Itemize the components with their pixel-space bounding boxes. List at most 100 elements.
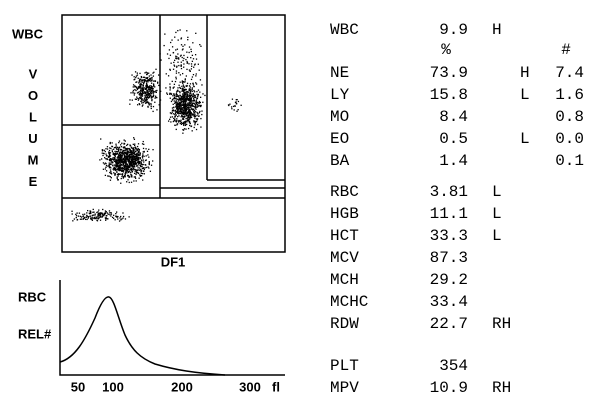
dot	[148, 92, 150, 95]
dot	[133, 162, 135, 164]
dot	[144, 164, 146, 166]
dot	[140, 83, 142, 86]
dot	[140, 163, 142, 165]
dot	[128, 155, 130, 157]
dot	[156, 109, 158, 111]
dot	[183, 66, 185, 68]
dot	[192, 92, 194, 95]
dot	[141, 92, 144, 94]
dot	[138, 80, 140, 82]
dot	[131, 99, 133, 101]
dot	[177, 121, 180, 123]
dot	[125, 152, 127, 155]
dot	[190, 112, 192, 115]
dot	[183, 118, 185, 120]
dot	[145, 87, 148, 89]
dot	[173, 96, 176, 98]
dot	[182, 94, 184, 97]
dot	[107, 155, 110, 157]
dot	[152, 94, 155, 97]
dot	[180, 61, 182, 63]
dot	[108, 166, 111, 168]
dot	[135, 172, 137, 174]
dot	[179, 90, 181, 93]
dot	[163, 44, 165, 47]
dot	[185, 95, 187, 97]
dot	[147, 93, 149, 95]
dot	[182, 95, 185, 97]
dot	[186, 123, 188, 126]
dot	[122, 212, 124, 214]
dot	[152, 110, 154, 113]
dot	[133, 180, 135, 182]
dot	[102, 168, 105, 170]
dot	[131, 151, 133, 154]
dot	[179, 55, 182, 57]
dot	[137, 87, 139, 89]
dot	[121, 161, 124, 164]
dot	[110, 147, 112, 150]
dot	[139, 157, 141, 159]
dot	[193, 108, 195, 110]
dot	[177, 110, 179, 112]
hist-tick-label: fl	[272, 379, 280, 394]
dot	[132, 91, 134, 93]
dot	[190, 90, 192, 92]
dot	[189, 111, 192, 113]
dot	[138, 87, 140, 89]
dot	[132, 143, 134, 145]
dot	[152, 92, 155, 94]
dot	[118, 155, 120, 158]
param-name: MCH	[330, 271, 359, 289]
dot	[101, 215, 104, 217]
dot	[167, 120, 170, 122]
dot	[117, 169, 120, 171]
dot	[153, 84, 155, 86]
dot	[142, 163, 144, 166]
dot	[145, 85, 147, 87]
dot	[83, 213, 86, 215]
dot	[145, 159, 147, 161]
dot	[235, 103, 237, 105]
dot	[178, 64, 180, 67]
dot	[155, 90, 157, 92]
dot	[136, 74, 139, 76]
dot	[127, 171, 130, 174]
dot	[121, 170, 123, 172]
dot	[183, 124, 185, 127]
dot	[151, 99, 153, 102]
param-name: LY	[330, 86, 350, 104]
dot	[142, 140, 144, 143]
dot	[117, 151, 119, 153]
dot	[236, 110, 238, 112]
dot	[123, 165, 125, 167]
dot	[145, 102, 148, 104]
dot	[175, 114, 178, 116]
dot	[129, 149, 132, 151]
dot	[190, 116, 193, 118]
dot	[182, 87, 184, 89]
dot	[137, 157, 139, 159]
dot	[140, 162, 142, 164]
dot	[171, 111, 173, 113]
dot	[169, 86, 171, 88]
dot	[187, 117, 190, 119]
dot	[72, 220, 74, 222]
dot	[137, 77, 139, 79]
dot	[237, 100, 240, 103]
dot	[126, 175, 129, 177]
dot	[135, 155, 137, 157]
dot	[133, 138, 136, 140]
dot	[114, 167, 116, 169]
dot	[193, 94, 195, 97]
dot	[173, 120, 175, 122]
dot	[140, 96, 142, 99]
dot	[177, 100, 180, 102]
dot	[181, 85, 183, 88]
dot	[139, 152, 142, 154]
dot	[141, 93, 143, 95]
dot	[140, 87, 142, 89]
dot	[134, 98, 137, 100]
param-value: 87.3	[430, 249, 468, 267]
rbc-curve	[59, 296, 226, 376]
